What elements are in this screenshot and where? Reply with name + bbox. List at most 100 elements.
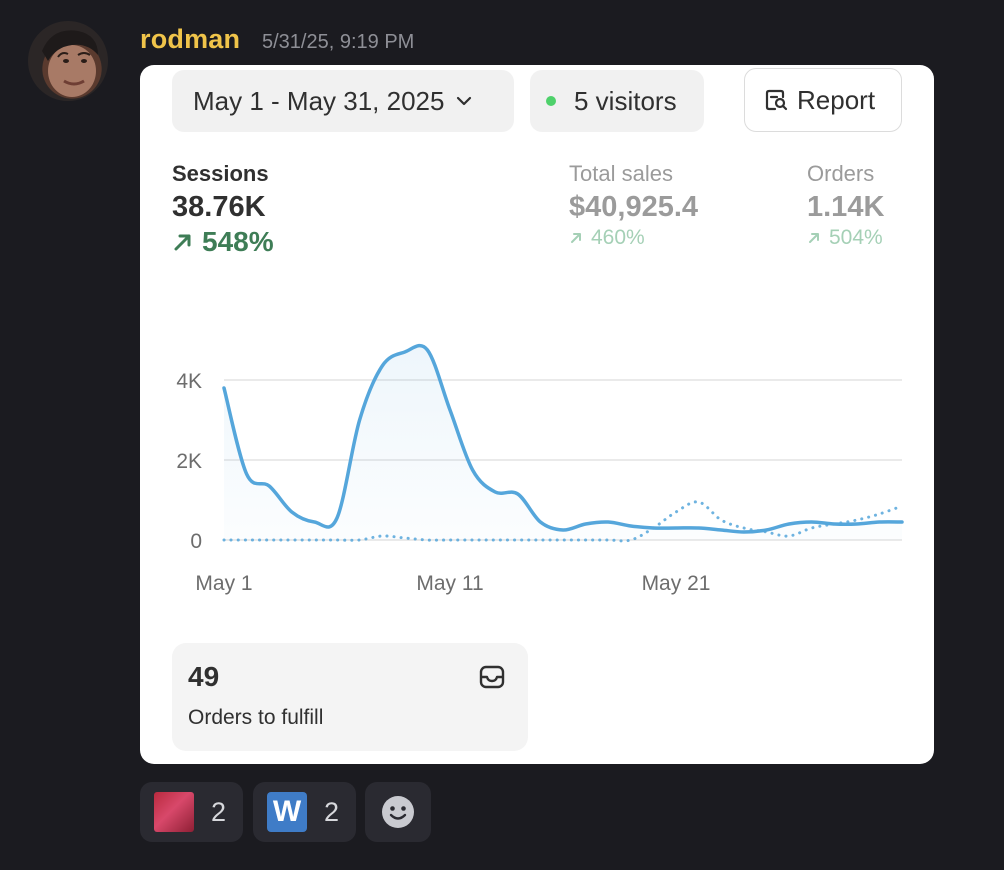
series-point <box>290 510 294 514</box>
series-point <box>471 538 475 542</box>
series-point <box>538 538 542 542</box>
x-tick-label: May 21 <box>642 572 711 595</box>
total-sales-label: Total sales <box>569 161 673 186</box>
date-range-label: May 1 - May 31, 2025 <box>193 85 445 116</box>
chevron-down-icon <box>457 96 472 106</box>
series-point <box>358 538 362 542</box>
total-sales-metric[interactable]: Total sales $40,925.4 460% <box>569 161 698 250</box>
sessions-metric[interactable]: Sessions 38.76K 548% <box>172 161 274 258</box>
series-point <box>516 492 520 496</box>
series-point <box>245 538 249 542</box>
series-point <box>900 520 904 524</box>
series-point <box>312 538 316 542</box>
orders-label: Orders <box>807 161 875 186</box>
analytics-card: May 1 - May 31, 2025 5 visitors Report S… <box>140 65 934 764</box>
orders-metric[interactable]: Orders 1.14K 504% <box>807 161 884 250</box>
sessions-delta-value: 548% <box>202 226 274 257</box>
trend-up-arrow-icon <box>571 233 581 243</box>
series-point <box>855 518 859 522</box>
series-point <box>787 534 791 538</box>
reaction-red-emoji[interactable]: 2 <box>140 782 243 842</box>
series-point <box>787 522 791 526</box>
series-point <box>584 538 588 542</box>
live-visitors-badge[interactable]: 5 visitors <box>530 70 704 132</box>
series-point <box>267 538 271 542</box>
series-area <box>224 345 902 540</box>
sessions-delta: 548% <box>172 226 274 258</box>
series-point <box>674 510 678 514</box>
series-point <box>900 504 904 508</box>
series-point <box>245 472 249 476</box>
message-timestamp: 5/31/25, 9:19 PM <box>262 31 415 53</box>
reaction-count: 2 <box>211 796 227 827</box>
inbox-icon <box>479 665 505 689</box>
total-sales-value: $40,925.4 <box>569 191 699 223</box>
report-button[interactable]: Report <box>744 68 902 132</box>
avatar[interactable] <box>28 21 108 101</box>
series-point <box>855 522 859 526</box>
orders-to-fulfill-label: Orders to fulfill <box>188 706 324 729</box>
date-range-selector[interactable]: May 1 - May 31, 2025 <box>172 70 514 132</box>
series-point <box>222 538 226 542</box>
orders-to-fulfill-card[interactable]: 49 Orders to fulfill <box>172 643 528 751</box>
orders-value: 1.14K <box>807 191 885 223</box>
report-search-icon <box>765 89 788 111</box>
series-point <box>403 350 407 354</box>
series-point <box>267 484 271 488</box>
series-point <box>448 408 452 412</box>
series-point <box>584 522 588 526</box>
series-point <box>832 522 836 526</box>
orders-to-fulfill-count: 49 <box>188 661 220 692</box>
total-sales-delta: 460% <box>569 226 698 250</box>
series-point <box>448 538 452 542</box>
sessions-line-chart[interactable]: 0 2K 4K May 1 May 11 May 21 <box>140 285 934 605</box>
orders-delta: 504% <box>807 226 884 250</box>
series-point <box>877 512 881 516</box>
series-point <box>877 520 881 524</box>
report-label: Report <box>797 84 876 115</box>
series-point <box>358 418 362 422</box>
series-point <box>810 526 814 530</box>
series-point <box>493 538 497 542</box>
x-tick-label: May 1 <box>195 572 252 595</box>
sessions-value: 38.76K <box>172 191 266 223</box>
live-status-dot <box>546 96 556 106</box>
orders-delta-value: 504% <box>829 226 883 249</box>
series-point <box>606 520 610 524</box>
series-point <box>290 538 294 542</box>
add-reaction-icon <box>382 796 414 828</box>
reaction-w-emoji[interactable]: W 2 <box>253 782 356 842</box>
series-point <box>425 538 429 542</box>
series-point <box>719 528 723 532</box>
series-point <box>471 468 475 472</box>
series-point <box>403 536 407 540</box>
series-point <box>335 516 339 520</box>
series-point <box>810 520 814 524</box>
series-point <box>719 518 723 522</box>
series-point <box>425 348 429 352</box>
series-point <box>606 538 610 542</box>
series-point <box>335 538 339 542</box>
series-point <box>629 524 633 528</box>
series-point <box>697 526 701 530</box>
trend-up-arrow-icon <box>174 234 191 251</box>
series-point <box>742 530 746 534</box>
x-tick-label: May 11 <box>416 572 483 595</box>
series-point <box>697 500 701 504</box>
total-sales-delta-value: 460% <box>591 226 645 249</box>
sessions-label: Sessions <box>172 161 269 186</box>
series-point <box>312 520 316 524</box>
series-point <box>493 490 497 494</box>
reaction-count: 2 <box>324 796 340 827</box>
series-line-comparison <box>222 500 904 543</box>
w-letter-emoji-icon: W <box>267 792 307 832</box>
series-point <box>380 534 384 538</box>
series-point <box>629 538 633 542</box>
series-point <box>651 526 655 530</box>
avatar-photo <box>28 30 98 101</box>
series-point <box>516 538 520 542</box>
username[interactable]: rodman <box>140 24 241 54</box>
add-reaction-button[interactable] <box>365 782 431 842</box>
red-custom-emoji-icon <box>154 792 194 832</box>
series-point <box>380 364 384 368</box>
